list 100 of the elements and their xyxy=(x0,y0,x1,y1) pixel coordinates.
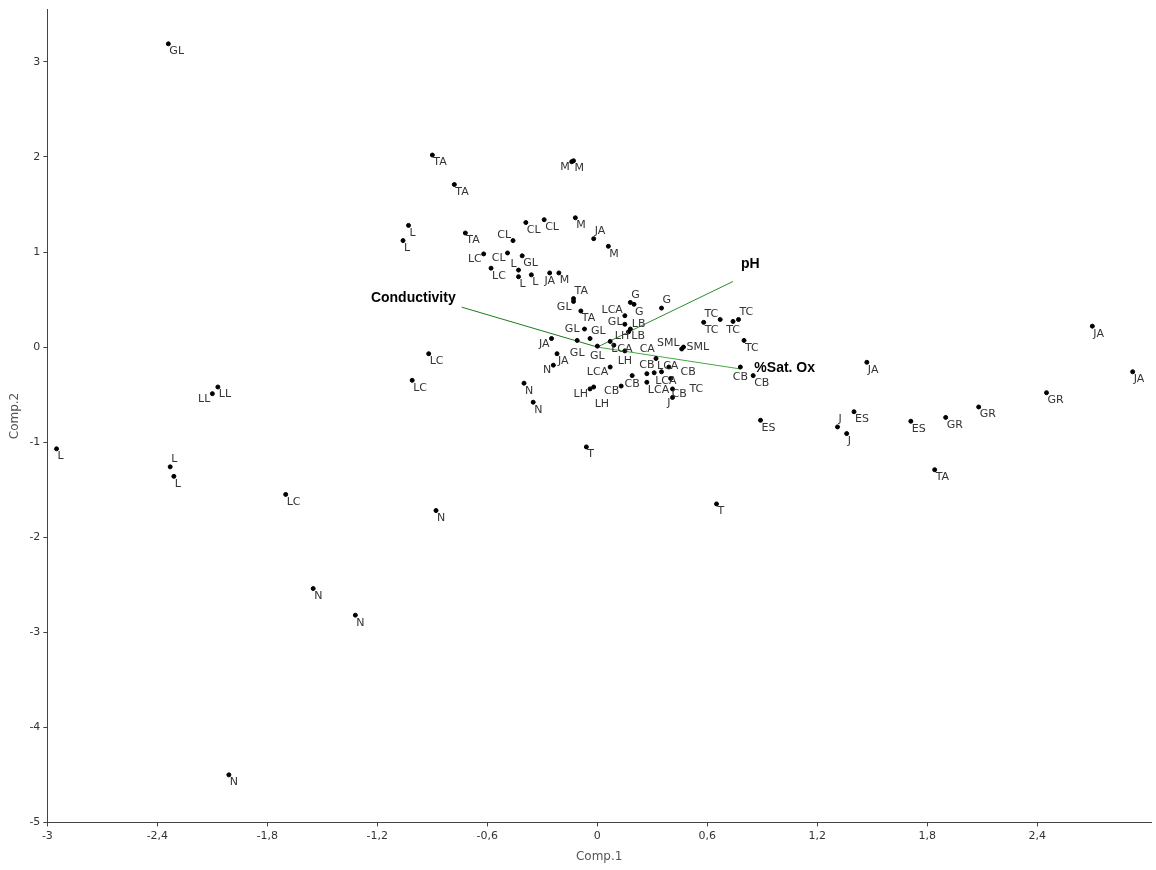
data-label: TC xyxy=(738,304,754,318)
data-label: TA xyxy=(934,470,950,484)
data-label: G xyxy=(631,287,640,301)
data-label: M xyxy=(560,160,570,174)
data-label: M xyxy=(576,218,586,232)
data-label: CL xyxy=(491,251,507,265)
data-label: TC xyxy=(744,340,760,354)
y-tick-label: 3 xyxy=(33,54,41,68)
data-label: TA xyxy=(465,233,481,247)
y-tick-label: -3 xyxy=(29,625,41,639)
data-label: L xyxy=(171,452,179,466)
data-label: CL xyxy=(497,227,512,241)
data-label: CB xyxy=(680,364,696,378)
y-tick-label: 1 xyxy=(33,244,41,258)
data-label: T xyxy=(716,504,725,518)
x-tick-label: 0 xyxy=(593,828,601,842)
data-label: TA xyxy=(432,155,448,169)
data-label: TA xyxy=(573,283,589,297)
data-label: LL xyxy=(198,392,212,406)
x-tick-label: -2,4 xyxy=(146,828,169,842)
data-label: LC xyxy=(429,354,444,368)
series-label: %Sat. Ox xyxy=(754,358,816,375)
data-label: TC xyxy=(703,306,719,320)
data-label: L xyxy=(532,275,540,289)
data-label: N xyxy=(356,615,365,629)
data-label: J xyxy=(846,433,851,447)
data-label: N xyxy=(534,402,543,416)
x-tick-label: 1,2 xyxy=(808,828,827,842)
x-tick-label: -0,6 xyxy=(476,828,499,842)
data-label: LC xyxy=(492,268,507,282)
data-label: M xyxy=(609,246,619,260)
data-label: SML xyxy=(657,336,681,350)
data-label: N xyxy=(437,510,446,524)
data-label: LL xyxy=(218,387,232,401)
data-label: TC xyxy=(703,322,719,336)
data-label: TA xyxy=(454,184,470,198)
data-label: CL xyxy=(526,222,542,236)
x-axis-title: Comp.1 xyxy=(575,848,623,863)
data-label: LH xyxy=(573,387,589,401)
data-label: N xyxy=(229,775,239,789)
data-label: LB xyxy=(631,317,646,331)
data-label: LH xyxy=(617,354,633,368)
data-label: GR xyxy=(1047,393,1065,407)
x-tick-label: -1,8 xyxy=(256,828,279,842)
data-label: CB xyxy=(639,358,655,372)
x-tick-label: 2,4 xyxy=(1028,828,1047,842)
data-label: N xyxy=(314,588,323,602)
data-label: ES xyxy=(911,421,926,435)
data-label: GL xyxy=(556,299,573,313)
data-label: LCA xyxy=(601,303,624,317)
data-label: CL xyxy=(545,220,560,234)
data-label: JA xyxy=(866,362,879,376)
data-label: LCA xyxy=(657,358,679,372)
data-label: L xyxy=(404,240,412,254)
data-label: CB xyxy=(603,384,620,398)
y-axis-title: Comp.2 xyxy=(7,392,22,440)
data-label: GL xyxy=(564,321,581,335)
data-label: L xyxy=(174,476,182,490)
data-label: LB xyxy=(631,329,646,343)
series-label: Conductivity xyxy=(370,289,456,306)
y-tick-label: -2 xyxy=(29,530,41,544)
data-label: GL xyxy=(169,44,185,58)
data-label: ES xyxy=(855,412,869,426)
data-label: GL xyxy=(523,256,539,270)
data-label: TC xyxy=(688,381,704,395)
data-label: LC xyxy=(286,494,301,508)
data-label: GR xyxy=(979,407,997,421)
data-label: JA xyxy=(557,354,570,368)
data-label: GL xyxy=(591,323,607,337)
x-tick-label: 0,6 xyxy=(698,828,717,842)
data-label: TA xyxy=(580,311,596,325)
data-label: JA xyxy=(537,336,550,350)
data-label: M xyxy=(574,161,585,175)
data-label: JA xyxy=(593,224,606,238)
data-label: LC xyxy=(467,252,483,266)
y-tick-label: -1 xyxy=(29,435,41,448)
data-label: L xyxy=(57,449,65,463)
x-tick-label: -1,2 xyxy=(366,828,389,842)
data-label: T xyxy=(586,447,595,461)
data-label: TC xyxy=(725,322,741,336)
data-label: GR xyxy=(946,417,964,431)
data-label: LH xyxy=(594,397,610,411)
y-tick-label: -4 xyxy=(29,720,41,734)
data-label: CA xyxy=(639,342,656,356)
data-label: M xyxy=(559,273,570,287)
series-label: pH xyxy=(741,255,760,272)
data-label: SML xyxy=(686,339,710,353)
x-tick-label: 1,8 xyxy=(918,828,937,842)
data-label: LC xyxy=(413,380,428,394)
data-label: N xyxy=(525,383,534,397)
data-label: CB xyxy=(732,370,748,384)
y-tick-label: -5 xyxy=(29,815,41,829)
data-label: CB xyxy=(754,375,770,389)
data-label: G xyxy=(635,304,644,318)
data-label: GL xyxy=(607,315,624,329)
data-label: J xyxy=(837,412,842,426)
data-label: JA xyxy=(1092,326,1105,340)
data-label: J xyxy=(666,395,671,409)
y-tick-label: 0 xyxy=(33,339,41,353)
data-label: N xyxy=(543,363,552,377)
